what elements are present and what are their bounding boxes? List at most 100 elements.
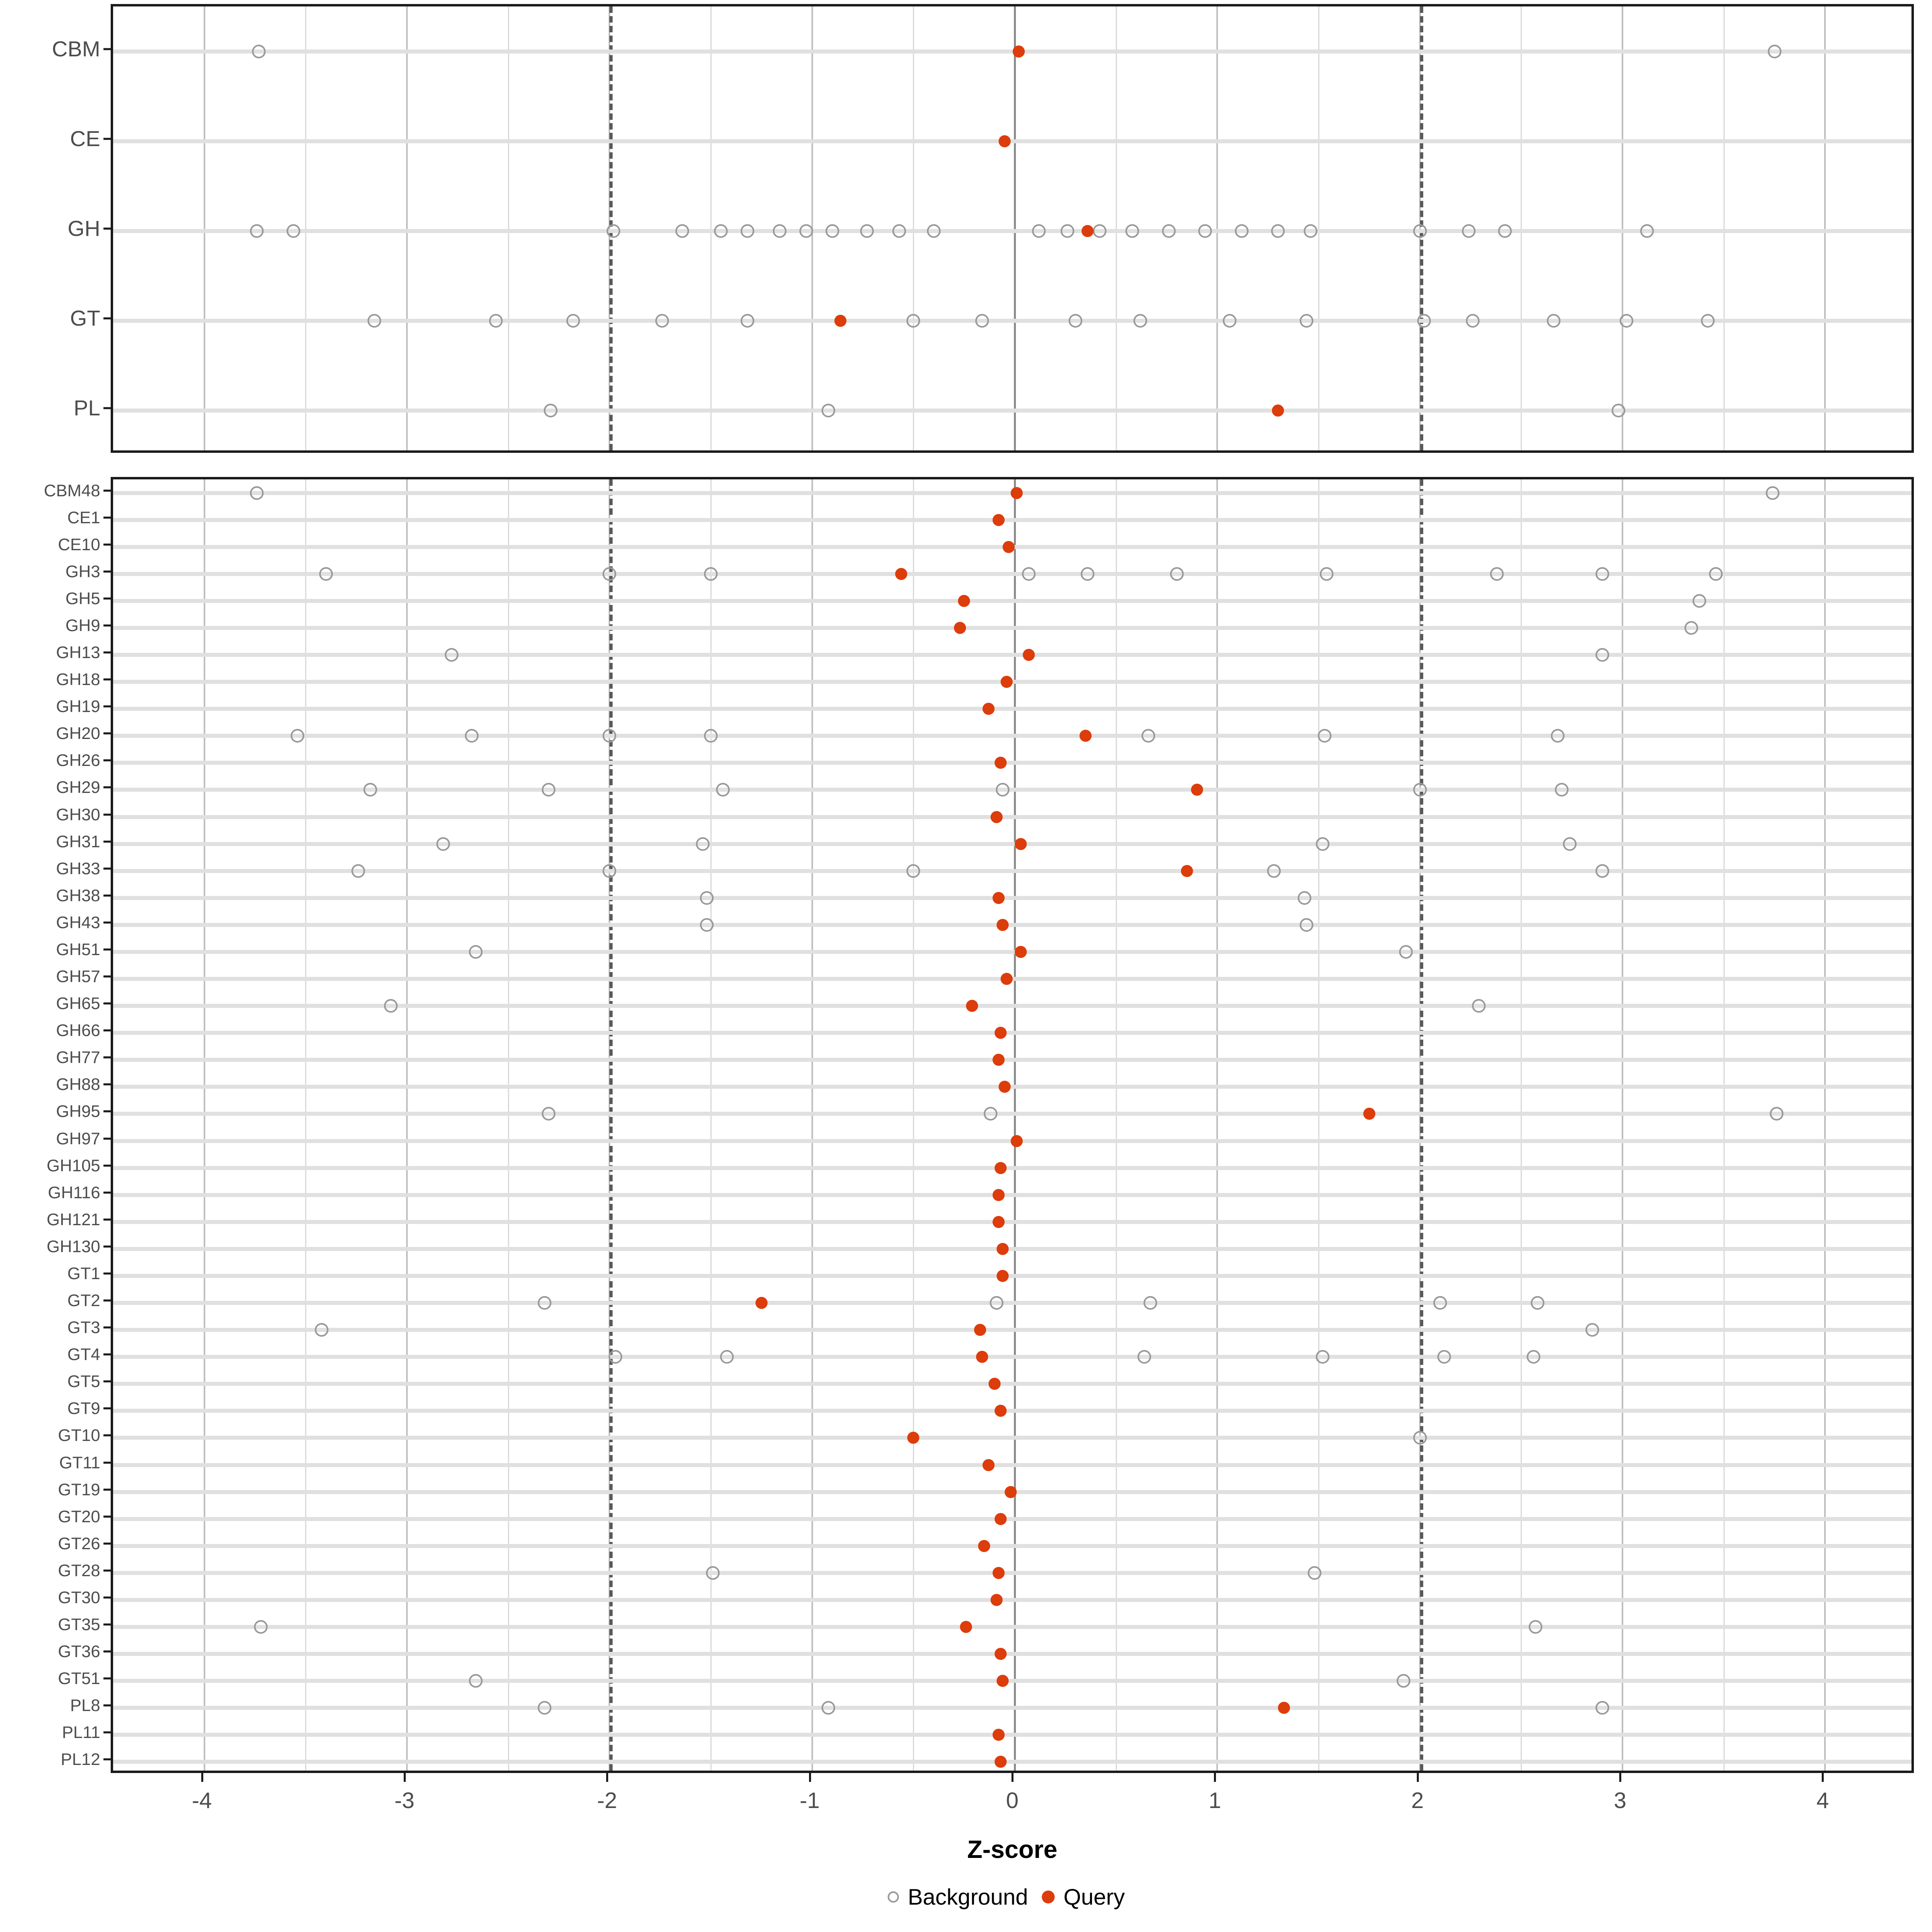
gridline-x-minor [508, 479, 509, 1771]
gridline-row [113, 139, 1911, 143]
gridline-row [113, 1193, 1911, 1197]
background-point [609, 1350, 623, 1364]
gridline-row [113, 1166, 1911, 1170]
y-axis-label-PL11: PL11 [62, 1723, 100, 1742]
background-point [287, 224, 300, 238]
y-axis-tick [103, 1110, 111, 1113]
x-axis-tick-1 [1214, 1773, 1216, 1782]
gridline-row [113, 625, 1911, 630]
background-point [975, 314, 989, 328]
gridline-row [113, 923, 1911, 927]
y-axis-label-GH43: GH43 [56, 912, 100, 932]
y-axis-label-GH13: GH13 [56, 643, 100, 662]
query-point [1191, 784, 1203, 796]
x-axis-tick-label--2: -2 [597, 1788, 617, 1813]
y-axis-tick [103, 1434, 111, 1437]
legend-item-query[interactable]: Query [1042, 1884, 1125, 1910]
gridline-row [113, 734, 1911, 738]
gridline-row [113, 1301, 1911, 1305]
background-point [1413, 783, 1427, 797]
query-point [994, 1027, 1007, 1039]
background-point [1595, 1701, 1609, 1715]
threshold-line--2 [609, 479, 613, 1771]
query-point [755, 1297, 768, 1309]
y-axis-label-GH130: GH130 [46, 1236, 100, 1256]
background-point [799, 224, 813, 238]
y-axis-label-GH97: GH97 [56, 1129, 100, 1148]
background-point [1307, 1566, 1321, 1580]
y-axis-label-GH20: GH20 [56, 724, 100, 743]
background-point [1397, 1674, 1411, 1688]
gridline-x-minor [710, 6, 712, 450]
query-point [992, 1216, 1005, 1228]
x-axis-tick--2 [606, 1773, 609, 1782]
background-point [825, 224, 839, 238]
query-point [976, 1351, 989, 1363]
query-marker-icon [1042, 1890, 1055, 1903]
gridline-x--3 [406, 6, 408, 450]
background-point [740, 224, 754, 238]
y-axis-tick [103, 1596, 111, 1599]
query-point [996, 1675, 1009, 1687]
query-point [982, 703, 995, 715]
background-point [1417, 314, 1431, 328]
y-axis-tick [103, 1407, 111, 1410]
query-point [992, 514, 1005, 526]
background-point [291, 729, 305, 743]
x-axis-tick-4 [1822, 1773, 1824, 1782]
y-axis-tick [103, 975, 111, 978]
background-point [566, 314, 580, 328]
panel-subfamily-level [111, 477, 1914, 1773]
y-axis-label-GH77: GH77 [56, 1048, 100, 1067]
y-axis-label-PL8: PL8 [70, 1696, 100, 1715]
background-point [1551, 729, 1565, 743]
y-axis-tick [103, 1353, 111, 1356]
query-point [1000, 973, 1013, 985]
query-point [1082, 225, 1094, 237]
background-point [892, 224, 906, 238]
background-point [1198, 224, 1212, 238]
y-axis-tick [103, 543, 111, 546]
background-point [983, 1107, 997, 1121]
gridline-row [113, 1274, 1911, 1278]
y-axis-label-GT30: GT30 [58, 1587, 100, 1607]
gridline-x-minor [913, 479, 914, 1771]
gridline-x-minor [710, 479, 712, 1771]
background-point [1316, 837, 1330, 851]
query-point [960, 1621, 972, 1633]
background-point [1320, 567, 1334, 581]
y-axis-tick [103, 1083, 111, 1086]
query-point [1272, 404, 1284, 417]
gridline-row [113, 761, 1911, 765]
y-axis-label-GT20: GT20 [58, 1507, 100, 1526]
legend: Background Query [888, 1884, 1125, 1910]
gridline-row [113, 1409, 1911, 1413]
background-point [1133, 314, 1148, 328]
background-point [1684, 621, 1699, 635]
query-point [1015, 838, 1027, 850]
gridline-x-3 [1622, 479, 1624, 1771]
background-point [655, 314, 669, 328]
y-axis-label-CE1: CE1 [67, 508, 100, 527]
background-point [1595, 648, 1609, 662]
background-point [1316, 1350, 1330, 1364]
query-point [1080, 730, 1092, 742]
background-point [696, 837, 710, 851]
y-axis-tick [103, 651, 111, 654]
background-point [1461, 224, 1476, 238]
gridline-row [113, 1598, 1911, 1602]
background-point [821, 403, 835, 417]
background-point [607, 224, 621, 238]
y-axis-tick [103, 1029, 111, 1032]
background-point [1767, 44, 1781, 58]
background-point [1433, 1296, 1447, 1310]
background-point [1472, 999, 1486, 1013]
background-point [1170, 567, 1184, 581]
y-axis-label-GT19: GT19 [58, 1480, 100, 1499]
x-axis-tick-label--4: -4 [192, 1788, 212, 1813]
plot-area-family-level [113, 6, 1911, 450]
query-point [990, 811, 1003, 823]
legend-item-background[interactable]: Background [888, 1884, 1028, 1910]
gridline-row [113, 518, 1911, 522]
